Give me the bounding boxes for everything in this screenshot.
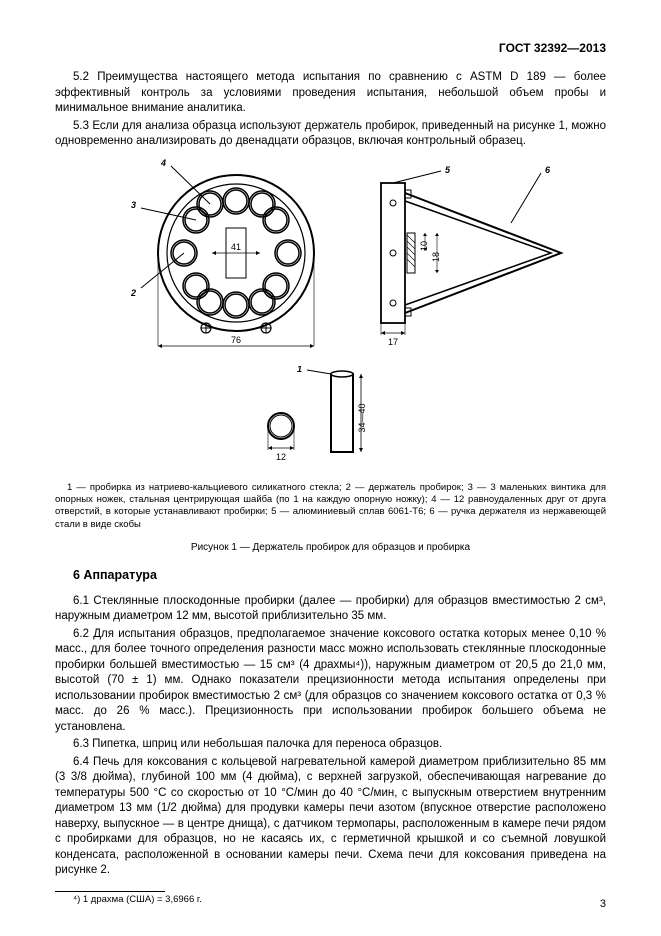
figure-1-caption: Рисунок 1 — Держатель пробирок для образ… (55, 541, 606, 555)
callout-6: 6 (545, 165, 551, 175)
figure-1-top: 41 76 2 3 4 (55, 158, 606, 358)
footnote-rule (55, 891, 165, 892)
callout-2: 2 (130, 288, 136, 298)
figure-1-bottom: 34—40 1 12 (55, 366, 606, 476)
figure-1-legend: 1 — пробирка из натриево-кальциевого сил… (55, 482, 606, 531)
document-id: ГОСТ 32392—2013 (55, 40, 606, 56)
paragraph-5-2: 5.2 Преимущества настоящего метода испыт… (55, 70, 606, 117)
paragraph-6-3: 6.3 Пипетка, шприц или небольшая палочка… (55, 737, 606, 753)
section-6-heading: 6 Аппаратура (55, 567, 606, 584)
dim-clip-10: 10 (419, 241, 429, 251)
dim-tube-h: 34—40 (357, 403, 367, 432)
paragraph-6-4: 6.4 Печь для коксования с кольцевой нагр… (55, 755, 606, 879)
callout-3: 3 (131, 200, 136, 210)
footnote-4: ⁴) 1 драхма (США) = 3,6966 г. (55, 894, 606, 907)
dim-side-w: 17 (387, 337, 397, 347)
callout-1: 1 (297, 366, 302, 374)
paragraph-6-2: 6.2 Для испытания образцов, предполагаем… (55, 627, 606, 736)
paragraph-6-1: 6.1 Стеклянные плоскодонные пробирки (да… (55, 594, 606, 625)
paragraph-5-3: 5.3 Если для анализа образца используют … (55, 119, 606, 150)
page: ГОСТ 32392—2013 5.2 Преимущества настоящ… (0, 0, 661, 936)
dim-outer-w: 76 (230, 335, 240, 345)
dim-inner-w: 41 (230, 242, 240, 252)
callout-5: 5 (445, 165, 451, 175)
dim-tube-d: 12 (275, 452, 285, 462)
callout-4: 4 (160, 158, 166, 168)
dim-clip-18: 18 (431, 252, 441, 262)
page-number: 3 (600, 897, 606, 912)
